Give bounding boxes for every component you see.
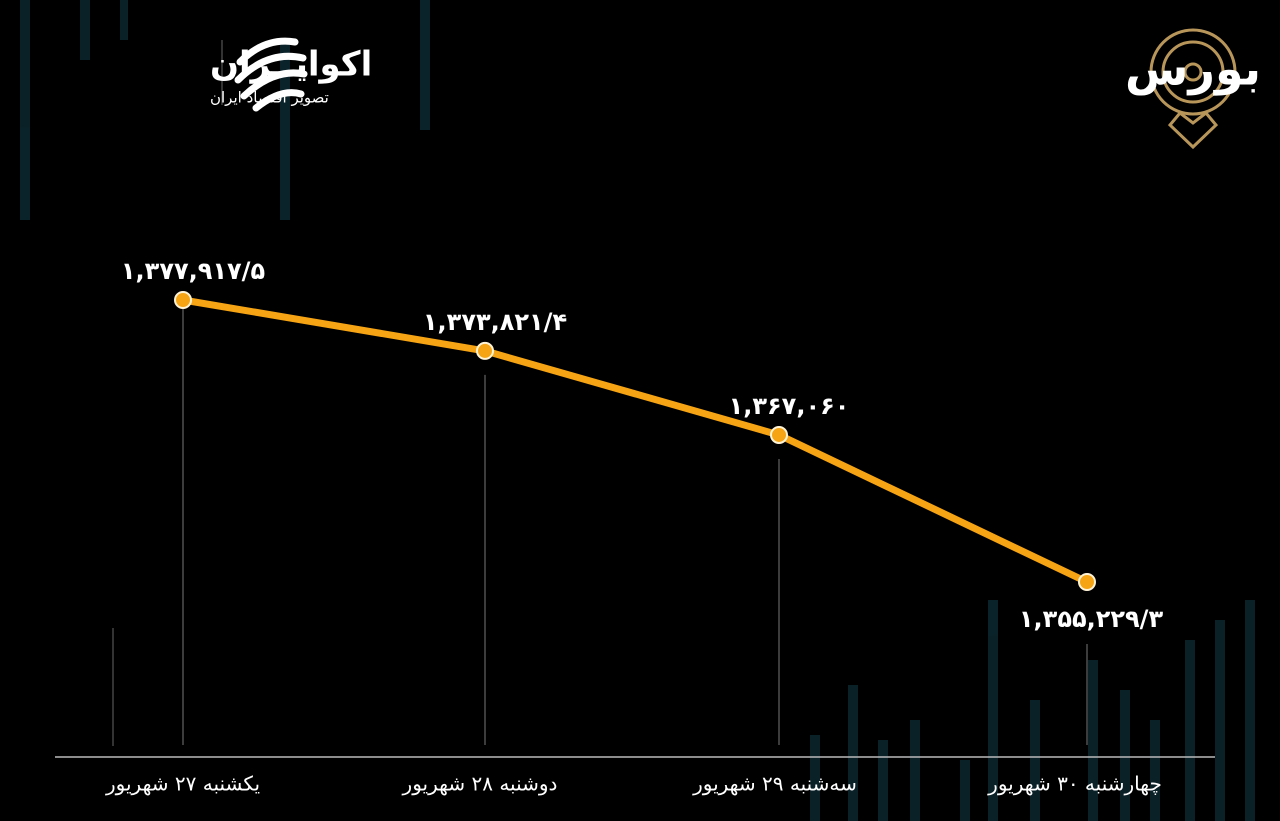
point (174, 291, 192, 309)
value-label: ۱,۳۷۳,۸۲۱/۴ (423, 308, 567, 336)
series-line (182, 296, 1089, 586)
exchange-emblem (1149, 28, 1237, 150)
x-tick-label: چهارشنبه ۳۰ شهریور (987, 772, 1162, 796)
value-label: ۱,۳۷۷,۹۱۷/۵ (121, 257, 265, 285)
brand-name: اکوایــران (210, 45, 372, 85)
brand-logo (234, 37, 308, 112)
brand-tagline: تصویر اقتصاد ایران (210, 89, 329, 107)
x-tick-label: دوشنبه ۲۸ شهریور (402, 772, 558, 796)
chart-title: روند هفته شاخص کل بورس (1125, 42, 1280, 96)
point (476, 341, 494, 360)
x-tick-label: یکشنبه ۲۷ شهریور (105, 772, 260, 796)
background-candles (20, 0, 1255, 821)
point (1078, 573, 1096, 591)
value-label: ۱,۳۶۷,۰۶۰ (729, 392, 850, 420)
x-tick-label: سه‌شنبه ۲۹ شهریور (692, 772, 857, 796)
value-label: ۱,۳۵۵,۲۲۹/۳ (1019, 605, 1164, 633)
point (770, 425, 788, 444)
